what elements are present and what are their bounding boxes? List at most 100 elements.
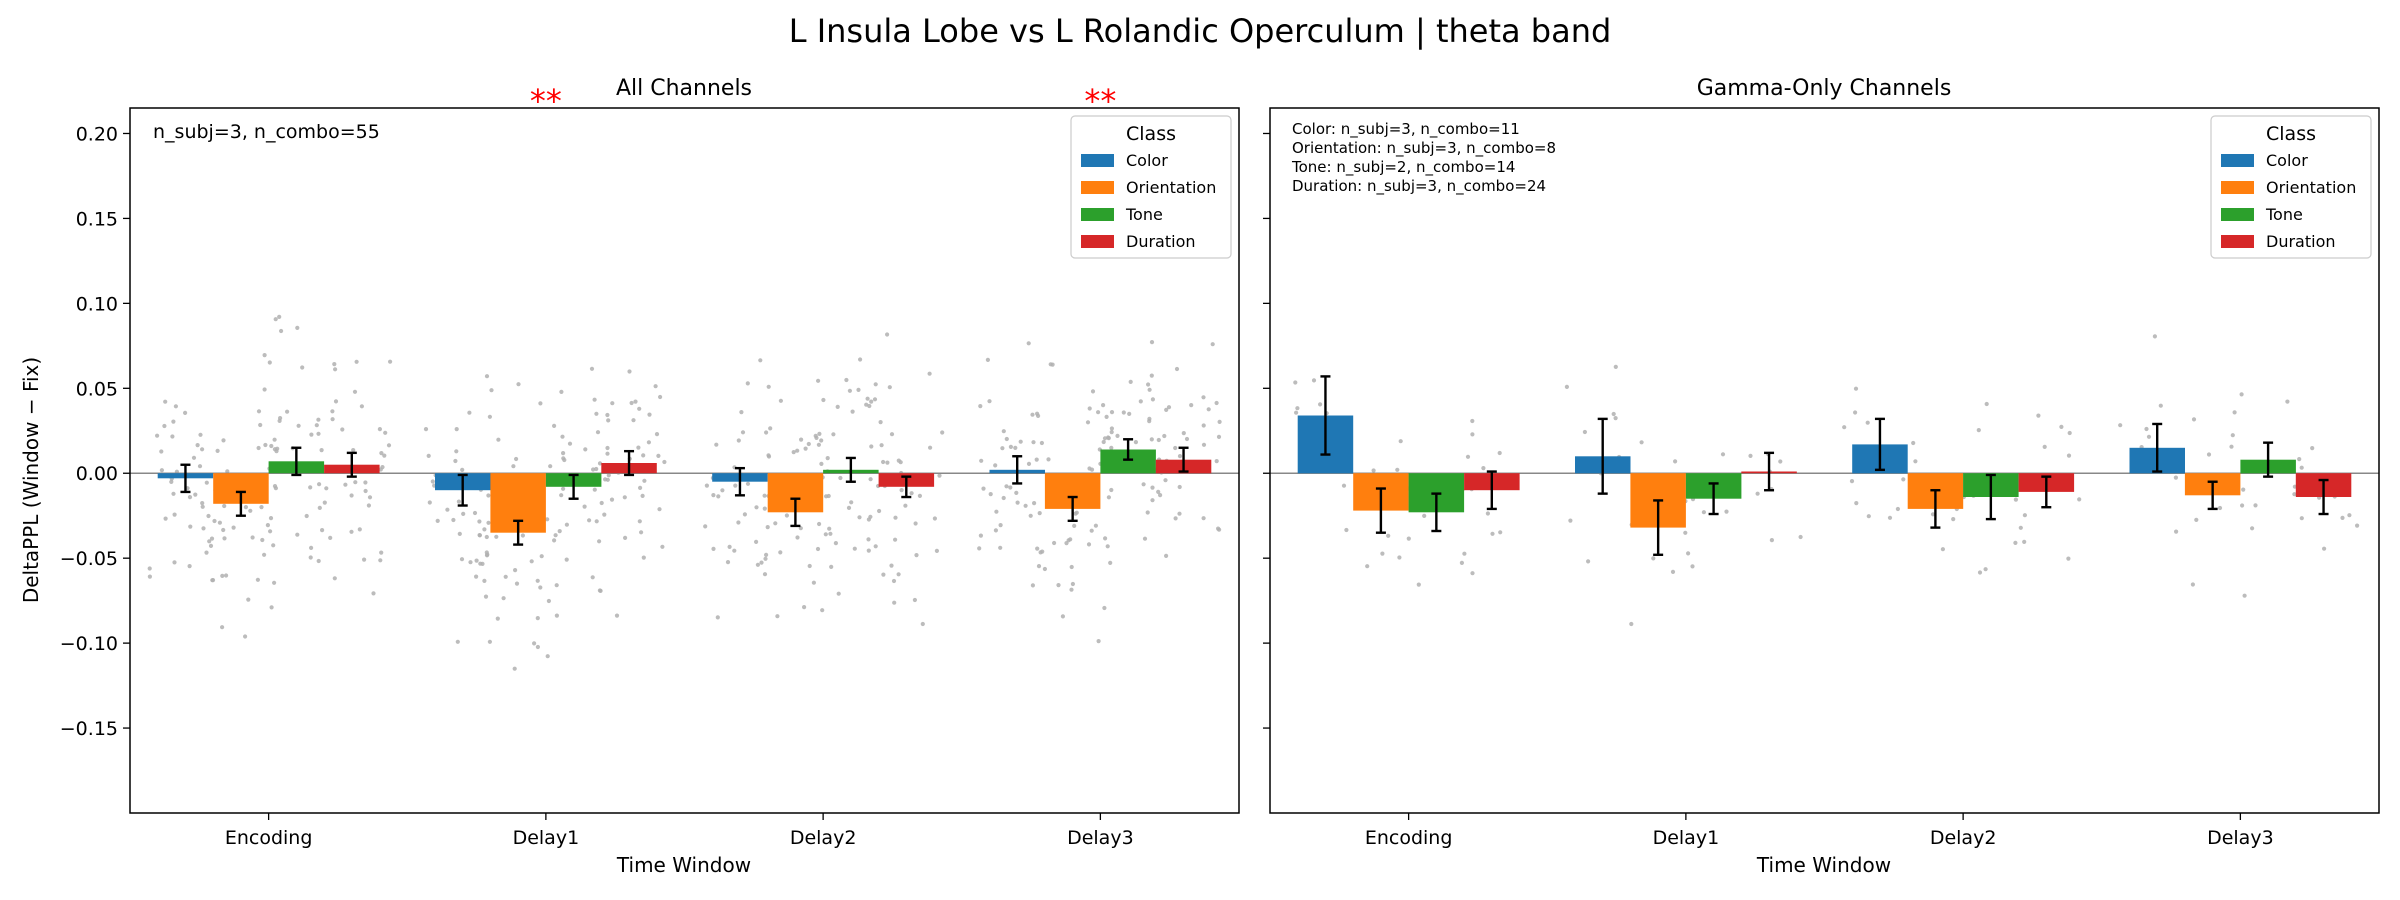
scatter-point	[1177, 484, 1182, 490]
scatter-point	[545, 517, 550, 522]
scatter-point	[512, 666, 517, 671]
scatter-point	[2240, 503, 2245, 508]
scatter-point	[1093, 523, 1098, 528]
scatter-point	[891, 578, 897, 584]
scatter-point	[2066, 556, 2071, 561]
legend-swatch-color	[1081, 154, 1114, 167]
scatter-point	[1201, 395, 1206, 400]
scatter-point	[208, 543, 214, 549]
scatter-point	[496, 437, 501, 442]
scatter-point	[255, 577, 260, 582]
scatter-point	[535, 644, 541, 650]
scatter-point	[388, 359, 393, 364]
legend-swatch-orientation	[1081, 181, 1114, 194]
scatter-point	[474, 558, 479, 563]
error-bar-color-encoding	[180, 463, 191, 494]
scatter-point	[445, 507, 450, 512]
scatter-point	[514, 581, 520, 586]
scatter-point	[605, 412, 610, 418]
scatter-point	[562, 457, 567, 463]
error-bar-duration-delay3	[1178, 446, 1189, 473]
error-bar-duration-delay1	[1764, 451, 1775, 492]
scatter-point	[2347, 513, 2352, 518]
scatter-point	[1072, 523, 1077, 529]
scatter-point	[754, 539, 759, 545]
scatter-point	[820, 608, 825, 613]
scatter-point	[379, 451, 384, 456]
scatter-point	[155, 433, 160, 438]
scatter-point	[198, 432, 203, 437]
scatter-point	[1109, 426, 1114, 431]
scatter-point	[829, 564, 834, 570]
y-tick-label: −0.15	[60, 718, 118, 740]
scatter-point	[1481, 466, 1486, 471]
scatter-point	[1147, 387, 1152, 392]
scatter-point	[366, 503, 371, 508]
scatter-point	[285, 409, 290, 414]
scatter-point	[1865, 420, 1870, 425]
scatter-point	[1498, 530, 1503, 535]
scatter-point	[1038, 550, 1043, 555]
scatter-point	[1001, 495, 1006, 501]
error-bar-orientation-delay1	[1653, 499, 1664, 556]
scatter-point	[1497, 450, 1502, 456]
scatter-point	[147, 574, 152, 579]
scatter-point	[1004, 484, 1009, 489]
scatter-point	[1096, 410, 1101, 415]
scatter-point	[482, 578, 487, 584]
scatter-point	[2042, 444, 2047, 449]
scatter-point	[477, 533, 482, 538]
scatter-point	[173, 404, 178, 409]
scatter-point	[912, 597, 918, 603]
scatter-point	[451, 517, 456, 523]
scatter-point	[597, 461, 603, 466]
scatter-point	[212, 518, 217, 524]
y-ticks-all-channels: −0.15 −0.10 −0.05 0.00 0.05 0.10 0.15 0.20	[60, 123, 130, 740]
scatter-point	[592, 487, 597, 492]
scatter-point	[846, 505, 852, 510]
scatter-point	[798, 526, 803, 531]
scatter-point	[656, 453, 661, 458]
scatter-point	[2194, 517, 2199, 523]
x-tick-label-delay3: Delay3	[1067, 827, 1134, 849]
scatter-point	[2013, 497, 2018, 502]
error-bar-tone-delay1	[1708, 482, 1719, 516]
scatter-point	[819, 438, 824, 443]
scatter-point	[382, 453, 387, 458]
scatter-point	[159, 468, 164, 473]
scatter-point	[296, 423, 301, 428]
scatter-point	[2355, 523, 2360, 528]
scatter-point	[602, 512, 607, 517]
scatter-point	[2191, 417, 2197, 422]
scatter-point	[548, 464, 553, 469]
significance-markers: ** **	[530, 82, 1117, 120]
scatter-point	[1108, 560, 1113, 566]
scatter-point	[1069, 564, 1074, 570]
scatter-point	[896, 572, 901, 577]
bars-all-channels	[157, 449, 1212, 533]
scatter-point	[1133, 440, 1138, 445]
scatter-point	[844, 377, 849, 383]
scatter-point	[454, 449, 459, 454]
scatter-point	[274, 449, 279, 454]
scatter-point	[1149, 437, 1154, 442]
scatter-point	[1145, 510, 1150, 515]
scatter-point	[711, 493, 716, 498]
scatter-point	[221, 438, 226, 443]
scatter-point	[220, 625, 225, 630]
scatter-point	[1311, 378, 1317, 383]
scatter-point	[1032, 501, 1037, 506]
scatter-point	[873, 544, 878, 549]
scatter-point	[1106, 435, 1111, 440]
scatter-point	[1156, 437, 1161, 443]
scatter-point	[231, 525, 236, 530]
scatter-point	[1854, 501, 1859, 506]
scatter-point	[993, 463, 998, 468]
scatter-point	[856, 387, 861, 392]
scatter-point	[637, 519, 642, 524]
legend-swatch-duration	[2221, 235, 2254, 248]
x-tick-label-encoding: Encoding	[225, 827, 313, 849]
scatter-point	[1564, 384, 1569, 389]
scatter-point	[732, 548, 737, 553]
scatter-point	[206, 513, 211, 519]
